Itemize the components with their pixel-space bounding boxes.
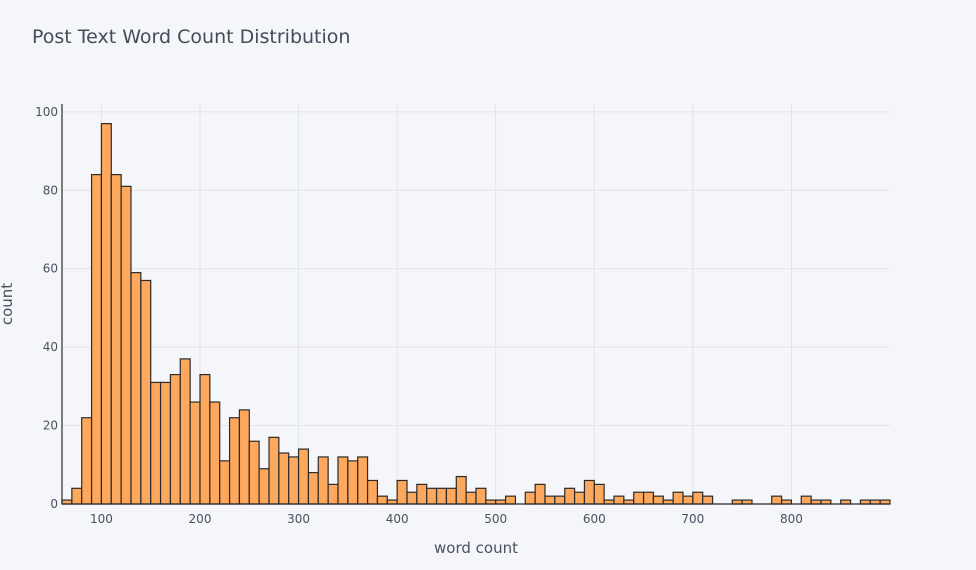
histogram-bar <box>258 468 270 505</box>
x-tick-label: 400 <box>386 512 409 526</box>
histogram-bar <box>682 495 694 505</box>
histogram-bar <box>465 491 477 505</box>
histogram-bar <box>150 381 162 505</box>
histogram-bar <box>435 487 448 505</box>
histogram-bar <box>307 472 319 505</box>
x-axis-title: word count <box>434 539 518 557</box>
y-tick-label: 100 <box>35 105 58 119</box>
histogram-bar <box>327 483 339 505</box>
x-tick-label: 300 <box>287 512 310 526</box>
x-tick-label: 500 <box>484 512 507 526</box>
x-tick-label: 800 <box>780 512 803 526</box>
histogram-bar <box>159 381 172 505</box>
histogram-bar <box>199 373 211 505</box>
histogram-bar <box>455 475 467 505</box>
histogram-bar <box>800 495 812 505</box>
y-tick-label: 60 <box>43 262 58 276</box>
histogram-bar <box>652 495 664 505</box>
histogram-bar <box>179 358 191 505</box>
histogram-bar <box>376 495 388 505</box>
histogram-bar <box>268 436 280 505</box>
histogram-bar <box>692 491 704 505</box>
histogram-bar <box>169 373 181 505</box>
y-tick-label: 80 <box>43 183 58 197</box>
chart-title: Post Text Word Count Distribution <box>32 26 351 48</box>
histogram-bar <box>445 487 457 505</box>
y-tick-label: 40 <box>43 340 58 354</box>
histogram-bar <box>406 491 418 505</box>
histogram-bar <box>573 491 586 505</box>
x-tick-label: 700 <box>681 512 704 526</box>
histogram-bar <box>71 487 83 505</box>
histogram-bar <box>396 479 408 505</box>
histogram-bar <box>297 448 310 505</box>
histogram-bar <box>583 479 595 505</box>
x-tick-label: 200 <box>189 512 212 526</box>
histogram-bar <box>90 173 103 505</box>
histogram-bar <box>593 483 605 505</box>
x-tick-label: 600 <box>583 512 606 526</box>
histogram-bar <box>317 456 329 505</box>
histogram-bar <box>288 456 300 505</box>
y-tick-label: 20 <box>43 419 58 433</box>
histogram-bar <box>524 491 536 505</box>
histogram-bar <box>534 483 546 505</box>
histogram-bar <box>81 417 93 505</box>
y-tick-labels: 0 20 40 60 80 100 <box>35 105 58 511</box>
histogram-bar <box>702 495 714 505</box>
histogram-bar <box>238 409 250 505</box>
histogram-bar <box>248 440 260 505</box>
histogram-bar <box>554 495 566 505</box>
x-tick-labels: 100 200 300 400 500 600 700 800 <box>90 512 803 526</box>
histogram-bar <box>219 460 231 505</box>
histogram-bar <box>642 491 655 505</box>
histogram-bar <box>544 495 556 505</box>
histogram-bar <box>120 185 132 505</box>
histogram-bar <box>416 483 428 505</box>
histogram-bar <box>337 456 349 505</box>
axes <box>61 104 890 505</box>
histogram-bar <box>110 173 122 505</box>
histogram-bar <box>564 487 576 505</box>
histogram-bar <box>366 479 379 505</box>
histogram-bar <box>426 487 438 505</box>
histogram-bar <box>475 487 487 505</box>
histogram-bar <box>347 460 359 505</box>
y-axis-title: count <box>0 283 16 325</box>
histogram-bar <box>209 401 221 505</box>
histogram-bar <box>228 417 241 505</box>
histogram-bar <box>278 452 290 505</box>
histogram-bar <box>357 456 369 505</box>
y-tick-label: 0 <box>50 497 58 511</box>
histogram-bar <box>140 279 152 505</box>
histogram-bars <box>61 123 891 505</box>
histogram-bar <box>771 495 783 505</box>
histogram-bar <box>672 491 684 505</box>
histogram-bar <box>100 123 112 505</box>
x-tick-label: 100 <box>90 512 113 526</box>
histogram-bar <box>504 495 517 505</box>
histogram-bar <box>613 495 625 505</box>
histogram-bar <box>633 491 645 505</box>
histogram-bar <box>189 401 201 505</box>
histogram-bar <box>130 272 142 505</box>
grid-lines <box>62 104 890 504</box>
